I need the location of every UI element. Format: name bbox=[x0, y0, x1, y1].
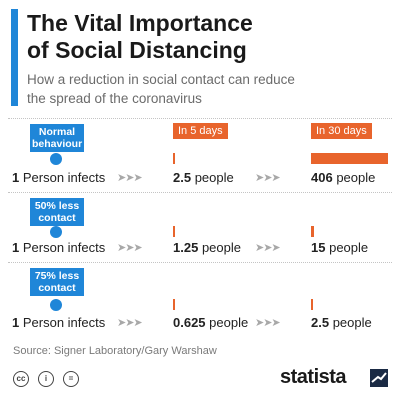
scenario-badge-75-less: 75% less contact bbox=[30, 268, 84, 296]
scenario-label-line-2: contact bbox=[38, 212, 76, 224]
scenario-dot bbox=[50, 153, 62, 165]
value-30-days-number: 2.5 bbox=[311, 315, 330, 330]
bar-30-days bbox=[311, 299, 313, 310]
bar-30-days bbox=[311, 226, 314, 237]
value-5-days-number: 0.625 bbox=[173, 315, 206, 330]
no-derivatives-icon[interactable]: = bbox=[63, 371, 79, 387]
bar-5-days bbox=[173, 226, 175, 237]
creative-commons-icon[interactable]: cc bbox=[13, 371, 29, 387]
arrows-icon: ➤➤➤ bbox=[117, 317, 143, 329]
scenario-dot bbox=[50, 226, 62, 238]
bar-5-days bbox=[173, 153, 175, 164]
title-line-1: The Vital Importance bbox=[27, 10, 253, 36]
baseline-text: 1 Person infects bbox=[12, 170, 105, 186]
chart-subtitle: How a reduction in social contact can re… bbox=[27, 70, 392, 108]
period-badge-5-days: In 5 days bbox=[173, 123, 228, 139]
source-note: Source: Signer Laboratory/Gary Warshaw bbox=[13, 345, 217, 357]
unit-label: people bbox=[201, 240, 241, 255]
title-line-2: of Social Distancing bbox=[27, 37, 247, 63]
scenario-label-line-1: Normal bbox=[38, 126, 76, 138]
subtitle-line-2: the spread of the coronavirus bbox=[27, 91, 202, 106]
scenario-label-line-1: 75% less bbox=[34, 270, 80, 282]
value-5-days: 0.625 people bbox=[173, 315, 248, 331]
scenario-badge-50-less: 50% less contact bbox=[30, 198, 84, 226]
baseline-text: 1 Person infects bbox=[12, 240, 105, 256]
divider-row-2 bbox=[8, 262, 392, 263]
arrows-icon: ➤➤➤ bbox=[117, 172, 143, 184]
value-30-days: 2.5 people bbox=[311, 315, 372, 331]
statista-logo-icon[interactable] bbox=[370, 369, 388, 387]
baseline-value: 1 bbox=[12, 315, 20, 330]
subtitle-line-1: How a reduction in social contact can re… bbox=[27, 72, 295, 87]
value-5-days: 1.25 people bbox=[173, 240, 241, 256]
statista-logo[interactable]: statista bbox=[280, 366, 347, 388]
title-accent-bar bbox=[11, 9, 18, 106]
arrows-icon: ➤➤➤ bbox=[117, 242, 143, 254]
arrows-icon: ➤➤➤ bbox=[255, 242, 281, 254]
arrows-icon: ➤➤➤ bbox=[255, 172, 281, 184]
value-5-days-number: 1.25 bbox=[173, 240, 199, 255]
chart-title: The Vital Importance of Social Distancin… bbox=[27, 10, 387, 64]
unit-label: people bbox=[332, 315, 372, 330]
unit-label: people bbox=[336, 170, 376, 185]
bar-30-days bbox=[311, 153, 388, 164]
scenario-label-line-2: contact bbox=[38, 282, 76, 294]
period-badge-30-days: In 30 days bbox=[311, 123, 372, 139]
value-5-days-number: 2.5 bbox=[173, 170, 192, 185]
bar-5-days bbox=[173, 299, 175, 310]
unit-label: people bbox=[329, 240, 369, 255]
divider-row-1 bbox=[8, 192, 392, 193]
unit-label: people bbox=[194, 170, 234, 185]
baseline-label: Person infects bbox=[22, 240, 106, 255]
baseline-label: Person infects bbox=[22, 170, 106, 185]
baseline-label: Person infects bbox=[22, 315, 106, 330]
attribution-icon[interactable]: i bbox=[38, 371, 54, 387]
divider-top bbox=[8, 118, 392, 119]
value-5-days: 2.5 people bbox=[173, 170, 234, 186]
scenario-badge-normal: Normal behaviour bbox=[30, 124, 84, 152]
scenario-label-line-2: behaviour bbox=[32, 138, 83, 150]
value-30-days: 15 people bbox=[311, 240, 368, 256]
scenario-label-line-1: 50% less bbox=[34, 200, 80, 212]
baseline-value: 1 bbox=[12, 240, 20, 255]
scenario-dot bbox=[50, 299, 62, 311]
value-30-days: 406 people bbox=[311, 170, 375, 186]
unit-label: people bbox=[209, 315, 249, 330]
arrows-icon: ➤➤➤ bbox=[255, 317, 281, 329]
baseline-value: 1 bbox=[12, 170, 20, 185]
value-30-days-number: 406 bbox=[311, 170, 333, 185]
value-30-days-number: 15 bbox=[311, 240, 326, 255]
baseline-text: 1 Person infects bbox=[12, 315, 105, 331]
